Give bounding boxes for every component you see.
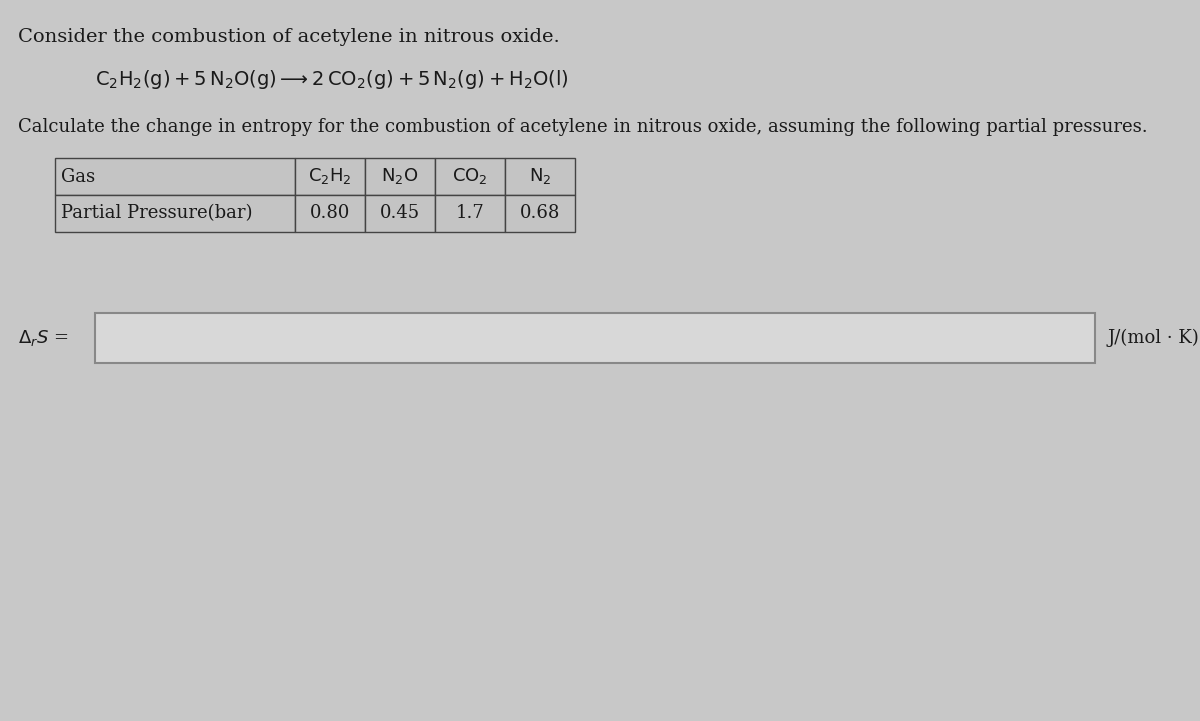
Bar xyxy=(365,158,436,195)
Bar xyxy=(55,195,295,232)
Bar xyxy=(365,195,436,232)
Text: $\mathrm{N_2}$: $\mathrm{N_2}$ xyxy=(529,167,551,187)
Text: Consider the combustion of acetylene in nitrous oxide.: Consider the combustion of acetylene in … xyxy=(18,28,559,46)
Bar xyxy=(295,195,365,232)
Bar xyxy=(505,158,575,195)
Bar xyxy=(295,158,365,195)
Bar xyxy=(55,158,295,195)
Text: 0.68: 0.68 xyxy=(520,205,560,223)
Text: $\Delta_r S$ =: $\Delta_r S$ = xyxy=(18,328,68,348)
Text: $\mathrm{C_2H_2}$: $\mathrm{C_2H_2}$ xyxy=(308,167,352,187)
Text: 0.80: 0.80 xyxy=(310,205,350,223)
Text: 1.7: 1.7 xyxy=(456,205,485,223)
Text: 0.45: 0.45 xyxy=(380,205,420,223)
Text: $\mathrm{N_2O}$: $\mathrm{N_2O}$ xyxy=(382,167,419,187)
Text: Gas: Gas xyxy=(61,167,95,185)
Bar xyxy=(436,158,505,195)
Text: J/(mol · K): J/(mol · K) xyxy=(1108,329,1199,347)
Text: Partial Pressure(bar): Partial Pressure(bar) xyxy=(61,205,252,223)
Bar xyxy=(95,313,1096,363)
Text: $\mathrm{C_2H_2(g) + 5\,N_2O(g) \longrightarrow 2\,CO_2(g) + 5\,N_2(g) + H_2O(l): $\mathrm{C_2H_2(g) + 5\,N_2O(g) \longrig… xyxy=(95,68,569,91)
Bar xyxy=(436,195,505,232)
Bar xyxy=(505,195,575,232)
Text: Calculate the change in entropy for the combustion of acetylene in nitrous oxide: Calculate the change in entropy for the … xyxy=(18,118,1147,136)
Text: $\mathrm{CO_2}$: $\mathrm{CO_2}$ xyxy=(452,167,488,187)
